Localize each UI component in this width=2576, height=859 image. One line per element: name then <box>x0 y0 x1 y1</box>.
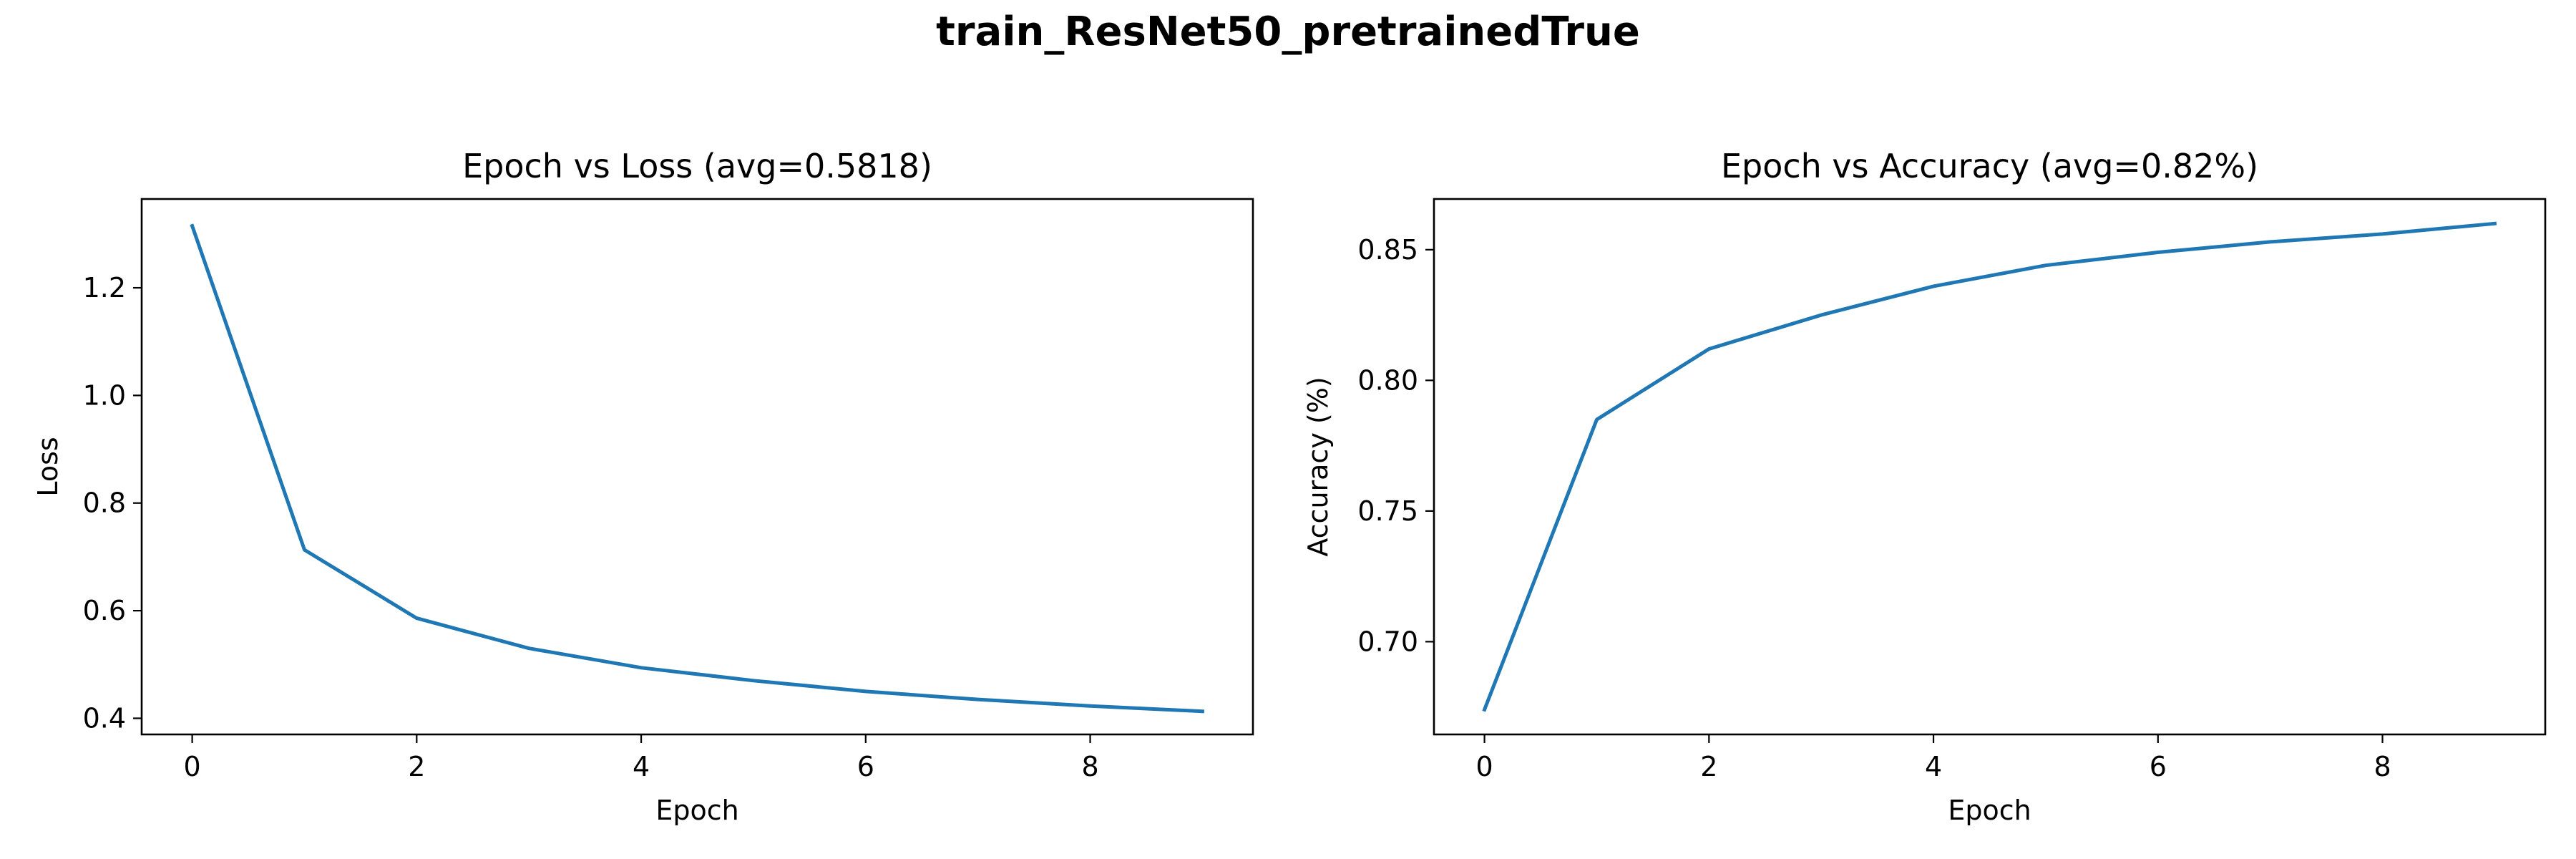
y-tick-label: 1.0 <box>83 379 126 411</box>
x-tick-label: 6 <box>857 751 874 782</box>
x-tick-label: 8 <box>2373 751 2391 782</box>
x-tick-label: 6 <box>2150 751 2167 782</box>
axes-frame <box>1433 198 2547 736</box>
y-tick-label: 1.2 <box>83 272 126 304</box>
series-line-loss <box>190 223 1205 714</box>
x-tick-label: 2 <box>1700 751 1717 782</box>
y-tick-label: 0.70 <box>1357 626 1418 657</box>
axes-frame <box>140 198 1254 736</box>
y-axis-label: Loss <box>32 437 64 496</box>
y-tick-label: 0.4 <box>83 702 126 734</box>
subplot-loss: Epoch vs Loss (avg=0.5818) 0 2 4 6 8 0.4 0.6 0.8… <box>32 147 1254 826</box>
chart-title: Epoch vs Loss (avg=0.5818) <box>462 147 932 185</box>
x-axis-label: Epoch <box>1948 795 2031 826</box>
x-tick-label: 8 <box>1081 751 1098 782</box>
figure-suptitle: train_ResNet50_pretrainedTrue <box>936 9 1640 55</box>
x-tick-label: 0 <box>183 751 200 782</box>
y-tick-label: 0.85 <box>1357 234 1418 266</box>
chart-title: Epoch vs Accuracy (avg=0.82%) <box>1721 147 2258 185</box>
y-tick-label: 0.75 <box>1357 495 1418 527</box>
subplots: Epoch vs Loss (avg=0.5818) 0 2 4 6 8 0.4 0.6 0.8… <box>32 147 2547 826</box>
y-tick-label: 0.80 <box>1357 364 1418 396</box>
x-tick-label: 4 <box>1925 751 1942 782</box>
x-tick-label: 0 <box>1475 751 1493 782</box>
y-tick-label: 0.8 <box>83 487 126 519</box>
x-axis-label: Epoch <box>655 795 738 826</box>
x-tick-label: 2 <box>408 751 425 782</box>
x-tick-label: 4 <box>633 751 650 782</box>
subplot-accuracy: Epoch vs Accuracy (avg=0.82%) 0 2 4 6 8 0.70 0.… <box>1302 147 2547 826</box>
y-tick-label: 0.6 <box>83 595 126 626</box>
y-axis-label: Accuracy (%) <box>1302 377 1334 556</box>
series-line-accuracy <box>1482 221 2497 712</box>
